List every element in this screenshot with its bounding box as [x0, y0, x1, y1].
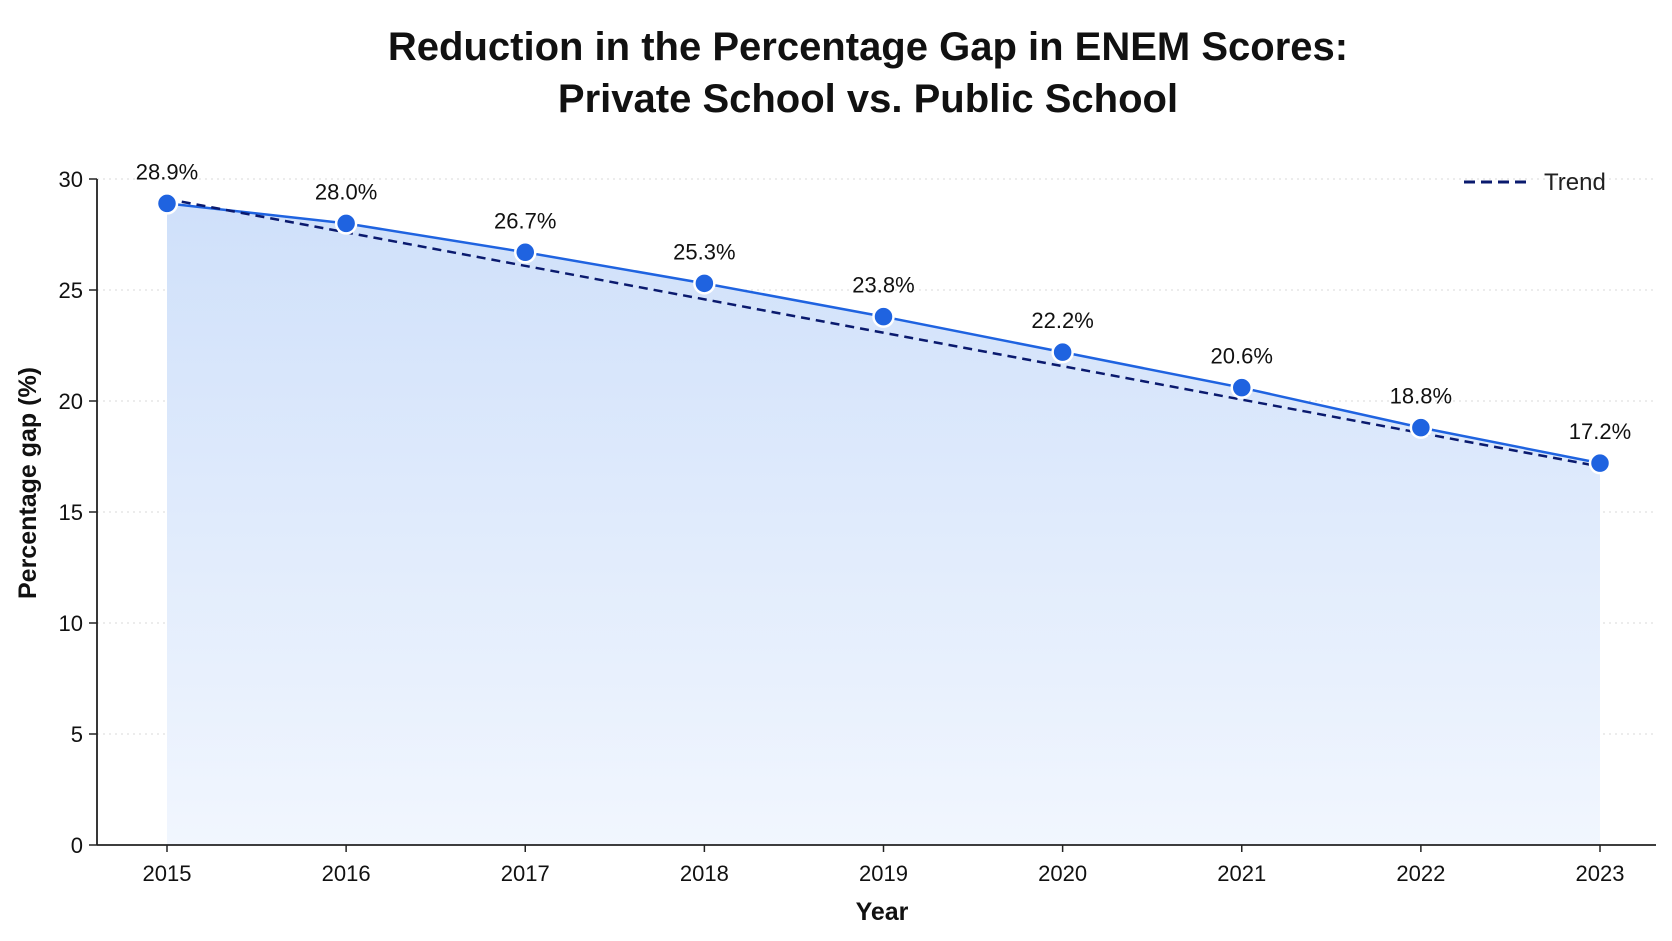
data-label-2015: 28.9%	[136, 159, 198, 184]
axes	[89, 178, 1656, 852]
data-point-2015	[155, 192, 179, 215]
data-label-2022: 18.8%	[1390, 384, 1452, 409]
y-tick-label-30: 30	[59, 167, 83, 192]
data-point-2018	[693, 272, 716, 295]
x-tick-label-2018: 2018	[680, 861, 729, 886]
data-point-2019	[872, 305, 895, 328]
y-tick-label-20: 20	[59, 389, 83, 414]
x-tick-label-2015: 2015	[143, 861, 192, 886]
y-tick-label-25: 25	[59, 278, 83, 303]
data-label-2019: 23.8%	[852, 273, 914, 298]
data-label-2018: 25.3%	[673, 239, 735, 264]
data-point-2016	[334, 212, 358, 235]
data-markers	[155, 192, 1612, 475]
x-tick-label-2019: 2019	[859, 861, 908, 886]
x-tick-label-2020: 2020	[1038, 861, 1087, 886]
chart-title-line-1: Reduction in the Percentage Gap in ENEM …	[388, 25, 1348, 69]
x-tick-label-2022: 2022	[1396, 861, 1445, 886]
data-labels: 28.9% 28.0% 26.7% 25.3% 23.8% 22.2% 20.6% 18.8%…	[136, 159, 1631, 444]
data-point-2023	[1588, 451, 1612, 475]
data-label-2023: 17.2%	[1569, 419, 1631, 444]
data-label-2017: 26.7%	[494, 208, 556, 233]
data-point-2017	[514, 241, 537, 264]
x-tick-labels: 2015 2016 2017 2018 2019 2020 2021 2022 2023	[143, 861, 1625, 886]
x-tick-label-2021: 2021	[1217, 861, 1266, 886]
x-tick-label-2016: 2016	[322, 861, 371, 886]
y-tick-label-5: 5	[71, 722, 83, 747]
x-tick-label-2017: 2017	[501, 861, 550, 886]
y-tick-label-0: 0	[71, 833, 83, 858]
legend-trend-label: Trend	[1544, 169, 1606, 196]
data-label-2020: 22.2%	[1031, 308, 1093, 333]
y-tick-label-15: 15	[59, 500, 83, 525]
x-axis-label: Year	[856, 898, 909, 926]
data-label-2016: 28.0%	[315, 179, 377, 204]
chart-title-line-2: Private School vs. Public School	[558, 77, 1178, 121]
y-tick-labels: 0 5 10 15 20 25 30	[59, 167, 83, 858]
data-point-2021	[1230, 376, 1253, 399]
x-tick-label-2023: 2023	[1576, 861, 1625, 886]
data-point-2020	[1051, 340, 1074, 364]
data-point-2022	[1409, 416, 1433, 439]
y-axis-label: Percentage gap (%)	[14, 367, 42, 599]
y-tick-label-10: 10	[59, 611, 83, 636]
area-fill	[167, 203, 1600, 846]
trend-line	[166, 197, 1601, 468]
legend: Trend	[1464, 169, 1606, 196]
data-label-2021: 20.6%	[1211, 344, 1273, 369]
